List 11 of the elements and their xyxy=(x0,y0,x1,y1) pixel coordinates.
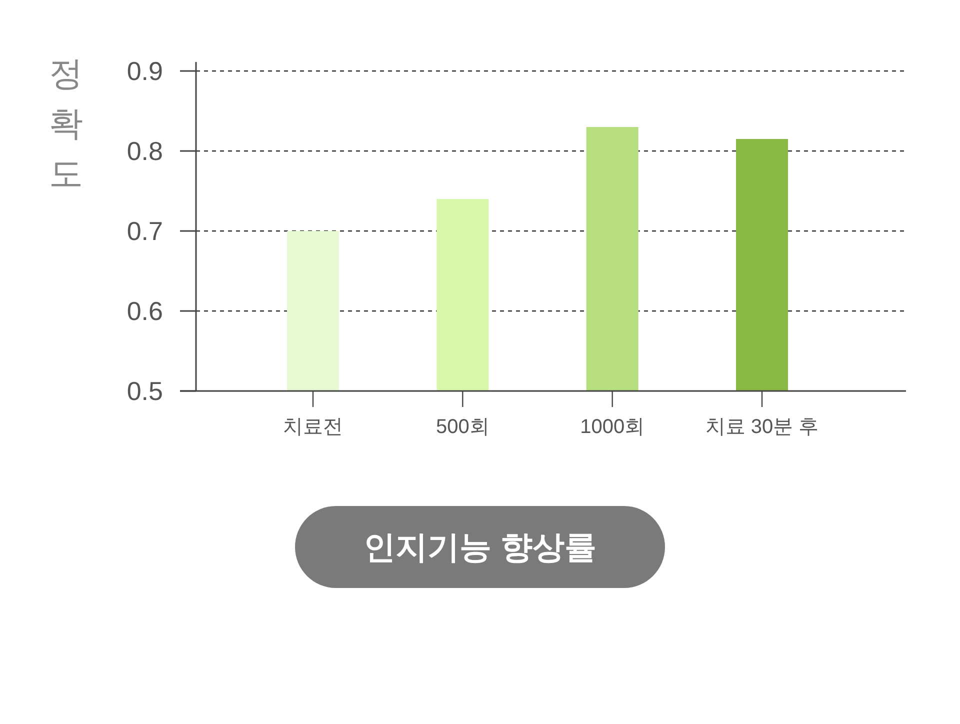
x-tick-label: 500회 xyxy=(436,416,490,438)
text: 인지기능 향상률 xyxy=(364,529,596,566)
y-axis-title: 정확도 xyxy=(49,55,83,193)
y-tick-label: 0.6 xyxy=(126,296,163,326)
x-tick-label: 1000회 xyxy=(580,416,645,438)
y-tick-label: 0.7 xyxy=(126,216,163,246)
y-tick-label: 0.8 xyxy=(126,136,163,166)
y-tick-label: 0.5 xyxy=(126,376,163,406)
y-tick-label: 0.9 xyxy=(126,56,163,86)
x-tick-label: 치료전 xyxy=(283,416,343,438)
x-tick-label: 치료 30분 후 xyxy=(705,416,819,438)
